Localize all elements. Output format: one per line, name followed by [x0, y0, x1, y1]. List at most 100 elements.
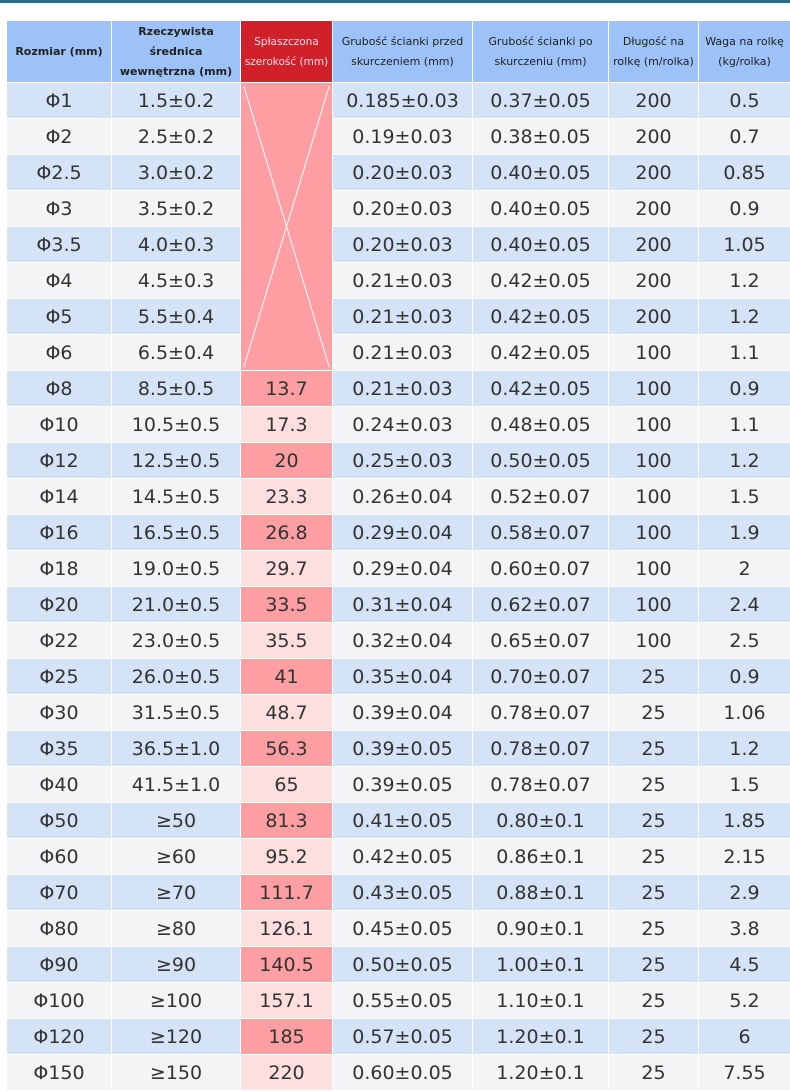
cell-weight-per-roll: 6 [698, 1018, 790, 1055]
cell-size: Φ18 [6, 550, 112, 587]
cell-wall-before: 0.39±0.04 [332, 694, 473, 731]
header-row: Rozmiar (mm) Rzeczywista średnica wewnętr… [6, 20, 790, 83]
table-row: Φ50 ≥50 81.3 0.41±0.05 0.80±0.1 25 1.85 [6, 802, 790, 839]
cell-wall-before: 0.43±0.05 [332, 874, 473, 911]
table-row: Φ100 ≥100 157.1 0.55±0.05 1.10±0.1 25 5.2 [6, 982, 790, 1019]
cell-wall-after: 0.38±0.05 [472, 118, 609, 155]
cell-size: Φ5 [6, 298, 112, 335]
cell-weight-per-roll: 7.55 [698, 1054, 790, 1091]
cell-wall-after: 0.86±0.1 [472, 838, 609, 875]
cell-inner-diameter: 26.0±0.5 [111, 658, 241, 695]
header-weight-per-roll: Waga na rolkę (kg/rolka) [698, 20, 790, 83]
table-row: Φ80 ≥80 126.1 0.45±0.05 0.90±0.1 25 3.8 [6, 910, 790, 947]
cell-weight-per-roll: 0.7 [698, 118, 790, 155]
cell-wall-after: 0.42±0.05 [472, 334, 609, 371]
cell-inner-diameter: 4.5±0.3 [111, 262, 241, 299]
cell-size: Φ2.5 [6, 154, 112, 191]
cell-size: Φ22 [6, 622, 112, 659]
table-row: Φ90 ≥90 140.5 0.50±0.05 1.00±0.1 25 4.5 [6, 946, 790, 983]
cell-length-per-roll: 100 [608, 622, 699, 659]
cell-wall-before: 0.39±0.05 [332, 766, 473, 803]
cell-wall-after: 0.40±0.05 [472, 190, 609, 227]
cell-flat-width: 56.3 [240, 730, 333, 767]
cell-flat-width: 95.2 [240, 838, 333, 875]
cell-flat-width: 48.7 [240, 694, 333, 731]
cell-length-per-roll: 100 [608, 478, 699, 515]
cell-flat-width: 33.5 [240, 586, 333, 623]
cell-weight-per-roll: 0.9 [698, 658, 790, 695]
cell-inner-diameter: 14.5±0.5 [111, 478, 241, 515]
cell-wall-after: 0.42±0.05 [472, 370, 609, 407]
cell-inner-diameter: ≥90 [111, 946, 241, 983]
cell-wall-before: 0.57±0.05 [332, 1018, 473, 1055]
cell-flat-width: 29.7 [240, 550, 333, 587]
cell-wall-after: 0.78±0.07 [472, 766, 609, 803]
cell-flat-width: 111.7 [240, 874, 333, 911]
cell-wall-after: 1.20±0.1 [472, 1018, 609, 1055]
top-border-line [0, 0, 790, 3]
cell-length-per-roll: 100 [608, 370, 699, 407]
cell-size: Φ10 [6, 406, 112, 443]
table-row: Φ30 31.5±0.5 48.7 0.39±0.04 0.78±0.07 25 1.06 [6, 694, 790, 731]
cell-weight-per-roll: 1.1 [698, 406, 790, 443]
cell-size: Φ1 [6, 82, 112, 119]
cell-length-per-roll: 200 [608, 154, 699, 191]
cell-wall-before: 0.35±0.04 [332, 658, 473, 695]
table-row: Φ16 16.5±0.5 26.8 0.29±0.04 0.58±0.07 100 1.9 [6, 514, 790, 551]
cell-wall-before: 0.19±0.03 [332, 118, 473, 155]
cell-inner-diameter: ≥150 [111, 1054, 241, 1091]
cell-weight-per-roll: 2.4 [698, 586, 790, 623]
cell-wall-before: 0.60±0.05 [332, 1054, 473, 1091]
cell-size: Φ25 [6, 658, 112, 695]
cell-size: Φ3.5 [6, 226, 112, 263]
table-row: Φ2 2.5±0.2 0.19±0.03 0.38±0.05 200 0.7 [6, 118, 790, 155]
cell-length-per-roll: 25 [608, 658, 699, 695]
cell-wall-before: 0.31±0.04 [332, 586, 473, 623]
cell-weight-per-roll: 1.5 [698, 766, 790, 803]
table-row: Φ8 8.5±0.5 13.7 0.21±0.03 0.42±0.05 100 0.9 [6, 370, 790, 407]
table-row: Φ1 1.5±0.2 0.185±0.03 0.37±0.05 200 0.5 [6, 82, 790, 371]
cell-wall-before: 0.25±0.03 [332, 442, 473, 479]
table-row: Φ5 5.5±0.4 0.21±0.03 0.42±0.05 200 1.2 [6, 298, 790, 335]
cell-length-per-roll: 200 [608, 118, 699, 155]
cell-wall-before: 0.21±0.03 [332, 370, 473, 407]
cell-inner-diameter: 41.5±1.0 [111, 766, 241, 803]
table-row: Φ12 12.5±0.5 20 0.25±0.03 0.50±0.05 100 1.2 [6, 442, 790, 479]
cell-size: Φ120 [6, 1018, 112, 1055]
cell-length-per-roll: 100 [608, 334, 699, 371]
header-inner-diameter: Rzeczywista średnica wewnętrzna (mm) [111, 20, 241, 83]
cell-length-per-roll: 200 [608, 262, 699, 299]
cell-size: Φ14 [6, 478, 112, 515]
cell-weight-per-roll: 1.5 [698, 478, 790, 515]
cell-wall-before: 0.50±0.05 [332, 946, 473, 983]
cell-inner-diameter: ≥60 [111, 838, 241, 875]
cell-length-per-roll: 200 [608, 298, 699, 335]
header-wall-before: Grubość ścianki przed skurczeniem (mm) [332, 20, 473, 83]
cell-weight-per-roll: 1.06 [698, 694, 790, 731]
table-row: Φ20 21.0±0.5 33.5 0.31±0.04 0.62±0.07 100 2.4 [6, 586, 790, 623]
cell-inner-diameter: 19.0±0.5 [111, 550, 241, 587]
cell-flat-width: 41 [240, 658, 333, 695]
cell-inner-diameter: 8.5±0.5 [111, 370, 241, 407]
cell-length-per-roll: 25 [608, 874, 699, 911]
cell-inner-diameter: 36.5±1.0 [111, 730, 241, 767]
cross-lines [241, 83, 332, 370]
cell-length-per-roll: 25 [608, 694, 699, 731]
cell-wall-before: 0.21±0.03 [332, 262, 473, 299]
cell-inner-diameter: 23.0±0.5 [111, 622, 241, 659]
cell-size: Φ100 [6, 982, 112, 1019]
cell-wall-before: 0.29±0.04 [332, 514, 473, 551]
spec-table: Rozmiar (mm) Rzeczywista średnica wewnętr… [6, 20, 790, 1091]
cell-wall-before: 0.21±0.03 [332, 334, 473, 371]
cell-size: Φ50 [6, 802, 112, 839]
cell-length-per-roll: 25 [608, 802, 699, 839]
cell-weight-per-roll: 2.15 [698, 838, 790, 875]
cell-wall-before: 0.20±0.03 [332, 226, 473, 263]
cell-wall-after: 0.78±0.07 [472, 730, 609, 767]
cell-weight-per-roll: 1.05 [698, 226, 790, 263]
cell-flat-width: 65 [240, 766, 333, 803]
cell-weight-per-roll: 1.2 [698, 442, 790, 479]
table-row: Φ10 10.5±0.5 17.3 0.24±0.03 0.48±0.05 100 1.1 [6, 406, 790, 443]
cell-weight-per-roll: 0.9 [698, 370, 790, 407]
cell-wall-after: 0.48±0.05 [472, 406, 609, 443]
